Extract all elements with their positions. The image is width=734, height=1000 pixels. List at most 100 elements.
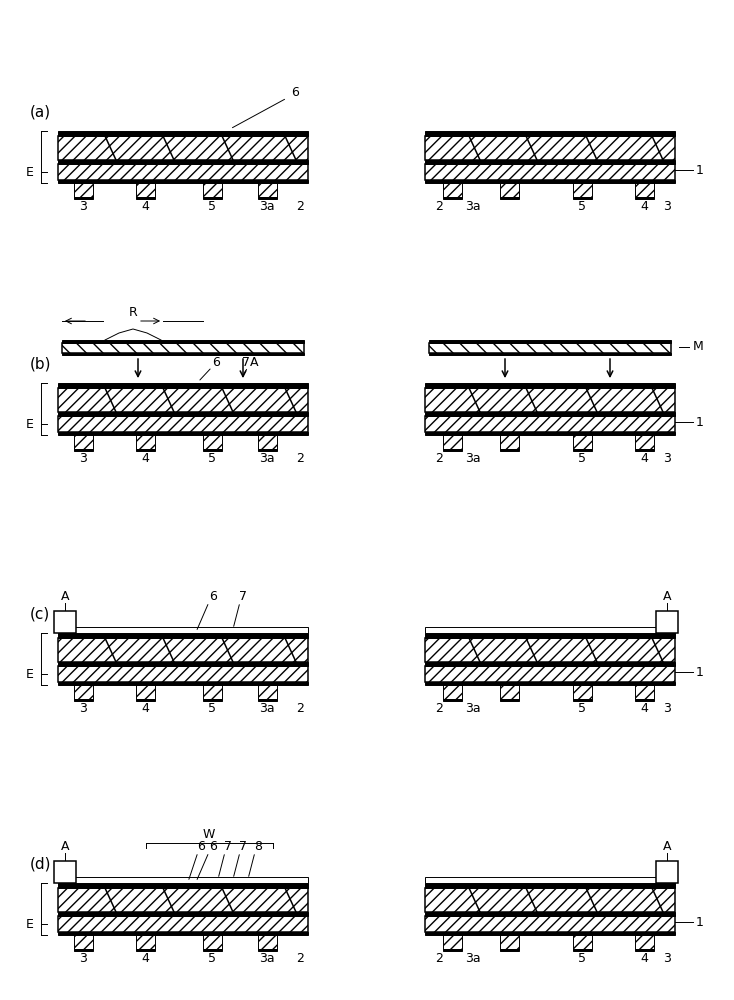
Bar xyxy=(425,136,675,160)
Text: M: M xyxy=(693,340,704,354)
Text: 2: 2 xyxy=(296,200,304,214)
Bar xyxy=(635,197,654,199)
Bar xyxy=(573,699,592,701)
Bar xyxy=(443,435,462,449)
Bar xyxy=(425,388,675,412)
Bar xyxy=(74,685,93,699)
Bar xyxy=(74,949,93,951)
Bar xyxy=(635,685,654,699)
Text: 3a: 3a xyxy=(465,200,481,214)
Bar xyxy=(203,183,222,197)
Bar xyxy=(203,449,222,451)
Bar xyxy=(635,699,654,701)
Bar xyxy=(425,666,675,682)
Bar xyxy=(500,685,519,699)
Bar xyxy=(203,935,222,949)
Bar xyxy=(74,183,93,197)
Bar xyxy=(58,633,308,638)
Bar xyxy=(425,383,675,388)
Text: E: E xyxy=(26,668,34,680)
Bar xyxy=(136,183,155,197)
Text: 6: 6 xyxy=(197,840,205,854)
Bar xyxy=(573,183,592,197)
Bar xyxy=(443,197,462,199)
Bar xyxy=(425,627,675,633)
Bar xyxy=(429,340,671,343)
Text: 3: 3 xyxy=(79,200,87,214)
Bar xyxy=(136,197,155,199)
Bar xyxy=(58,877,308,883)
Text: 3: 3 xyxy=(663,702,671,716)
Text: 5: 5 xyxy=(208,702,216,716)
Bar xyxy=(62,353,304,355)
Bar xyxy=(443,949,462,951)
Text: 3a: 3a xyxy=(465,452,481,466)
Bar xyxy=(425,912,675,916)
Text: 3a: 3a xyxy=(259,702,275,716)
Text: 4: 4 xyxy=(141,952,149,966)
Text: 1: 1 xyxy=(696,666,704,678)
Bar xyxy=(136,435,155,449)
Bar xyxy=(58,932,308,935)
Text: 4: 4 xyxy=(640,200,648,214)
Bar xyxy=(425,932,675,935)
Bar xyxy=(58,412,308,416)
Bar xyxy=(573,435,592,449)
Bar xyxy=(500,699,519,701)
Bar xyxy=(54,861,76,883)
Bar xyxy=(500,449,519,451)
Bar xyxy=(573,449,592,451)
Bar xyxy=(500,435,519,449)
Text: 3: 3 xyxy=(663,452,671,466)
Bar xyxy=(443,183,462,197)
Bar xyxy=(425,164,675,180)
Bar xyxy=(425,412,675,416)
Bar xyxy=(136,449,155,451)
Bar xyxy=(635,449,654,451)
Bar xyxy=(58,388,308,412)
Bar xyxy=(203,949,222,951)
Bar xyxy=(425,638,675,662)
Text: (c): (c) xyxy=(30,606,50,621)
Bar xyxy=(258,435,277,449)
Bar xyxy=(425,432,675,435)
Bar xyxy=(58,638,308,662)
Text: 1: 1 xyxy=(696,163,704,176)
Text: 3a: 3a xyxy=(465,702,481,716)
Text: 5: 5 xyxy=(208,952,216,966)
Text: (d): (d) xyxy=(30,856,51,871)
Bar xyxy=(425,416,675,432)
Bar xyxy=(500,197,519,199)
Bar xyxy=(74,449,93,451)
Text: 3a: 3a xyxy=(259,200,275,214)
Text: A: A xyxy=(61,590,69,603)
Bar xyxy=(425,916,675,932)
Text: (b): (b) xyxy=(30,357,51,371)
Text: 2: 2 xyxy=(435,952,443,966)
Bar xyxy=(425,877,675,883)
Bar xyxy=(136,949,155,951)
Text: 6: 6 xyxy=(291,87,299,100)
Bar xyxy=(58,160,308,164)
Bar xyxy=(258,685,277,699)
Bar xyxy=(425,883,675,888)
Bar xyxy=(573,949,592,951)
Text: 5: 5 xyxy=(578,952,586,966)
Text: 2: 2 xyxy=(296,702,304,716)
Bar xyxy=(656,861,678,883)
Bar xyxy=(635,435,654,449)
Bar xyxy=(58,416,308,432)
Bar xyxy=(425,160,675,164)
Bar xyxy=(443,935,462,949)
Bar xyxy=(58,131,308,136)
Text: 1: 1 xyxy=(696,416,704,428)
Text: 3a: 3a xyxy=(259,952,275,966)
Bar xyxy=(58,883,308,888)
Bar xyxy=(58,432,308,435)
Bar xyxy=(425,180,675,183)
Text: 6: 6 xyxy=(209,590,217,603)
Text: 2: 2 xyxy=(435,200,443,214)
Bar xyxy=(62,340,304,343)
Text: 2: 2 xyxy=(296,952,304,966)
Bar xyxy=(58,682,308,685)
